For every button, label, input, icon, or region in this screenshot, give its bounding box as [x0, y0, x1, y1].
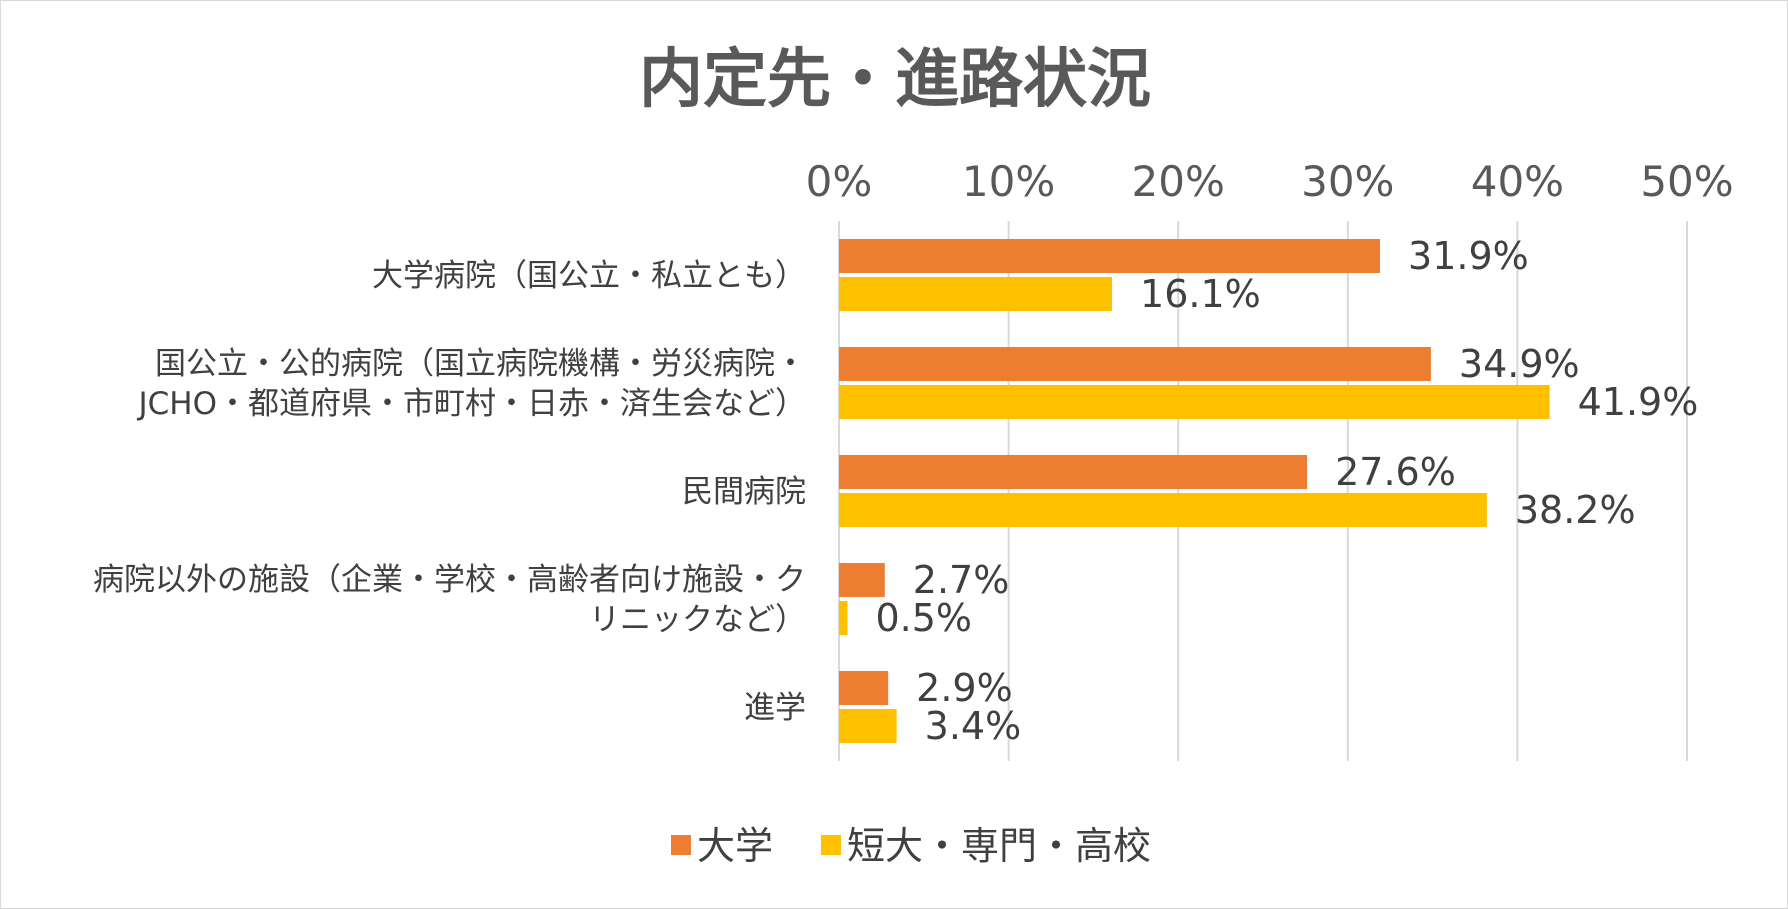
category-label: 国公立・公的病院（国立病院機構・労災病院・: [155, 346, 806, 382]
bar-daigaku-1: [839, 347, 1431, 381]
bar-daigaku-3: [839, 563, 885, 597]
category-label: 大学病院（国公立・私立とも）: [372, 258, 806, 294]
bar-daigaku-0: [839, 239, 1381, 273]
bar-daigaku-2: [839, 455, 1308, 489]
x-tick-label: 30%: [1301, 157, 1394, 206]
x-axis-ticks: 0% 10% 20% 30% 40% 50%: [806, 157, 1734, 206]
category-label: リニックなど）: [589, 602, 806, 638]
bar-tandai-4: [839, 709, 897, 743]
data-labels: 31.9% 34.9% 27.6% 2.7% 2.9% 16.1% 41.9% 38.2% 0.…: [875, 234, 1698, 748]
x-tick-label: 20%: [1132, 157, 1225, 206]
bars: [839, 239, 1550, 743]
category-label: 民間病院: [682, 474, 806, 510]
data-label: 34.9%: [1459, 342, 1580, 386]
category-label: 進学: [744, 690, 806, 726]
x-tick-label: 10%: [962, 157, 1055, 206]
bar-tandai-2: [839, 493, 1487, 527]
data-label: 27.6%: [1335, 450, 1456, 494]
data-label: 2.7%: [913, 558, 1010, 602]
legend: 大学 短大・専門・高校: [671, 824, 1151, 868]
data-label: 31.9%: [1408, 234, 1529, 278]
category-label: 病院以外の施設（企業・学校・高齢者向け施設・ク: [93, 562, 806, 598]
data-label: 0.5%: [875, 596, 972, 640]
x-tick-label: 0%: [806, 157, 873, 206]
bar-tandai-3: [839, 601, 848, 635]
x-tick-label: 50%: [1640, 157, 1733, 206]
legend-label: 短大・専門・高校: [847, 824, 1151, 868]
bar-tandai-0: [839, 277, 1113, 311]
category-label: JCHO・都道府県・市町村・日赤・済生会など）: [137, 386, 807, 422]
data-label: 16.1%: [1140, 272, 1261, 316]
bar-tandai-1: [839, 385, 1550, 419]
data-label: 38.2%: [1515, 488, 1636, 532]
data-label: 3.4%: [925, 704, 1022, 748]
legend-label: 大学: [697, 824, 773, 868]
data-label: 2.9%: [916, 666, 1013, 710]
category-labels: 大学病院（国公立・私立とも） 国公立・公的病院（国立病院機構・労災病院・ JCHO・…: [93, 258, 806, 726]
x-tick-label: 40%: [1471, 157, 1564, 206]
legend-swatch: [821, 835, 841, 855]
data-label: 41.9%: [1578, 380, 1699, 424]
legend-swatch: [671, 835, 691, 855]
chart-title: 内定先・進路状況: [639, 43, 1151, 117]
bar-daigaku-4: [839, 671, 889, 705]
